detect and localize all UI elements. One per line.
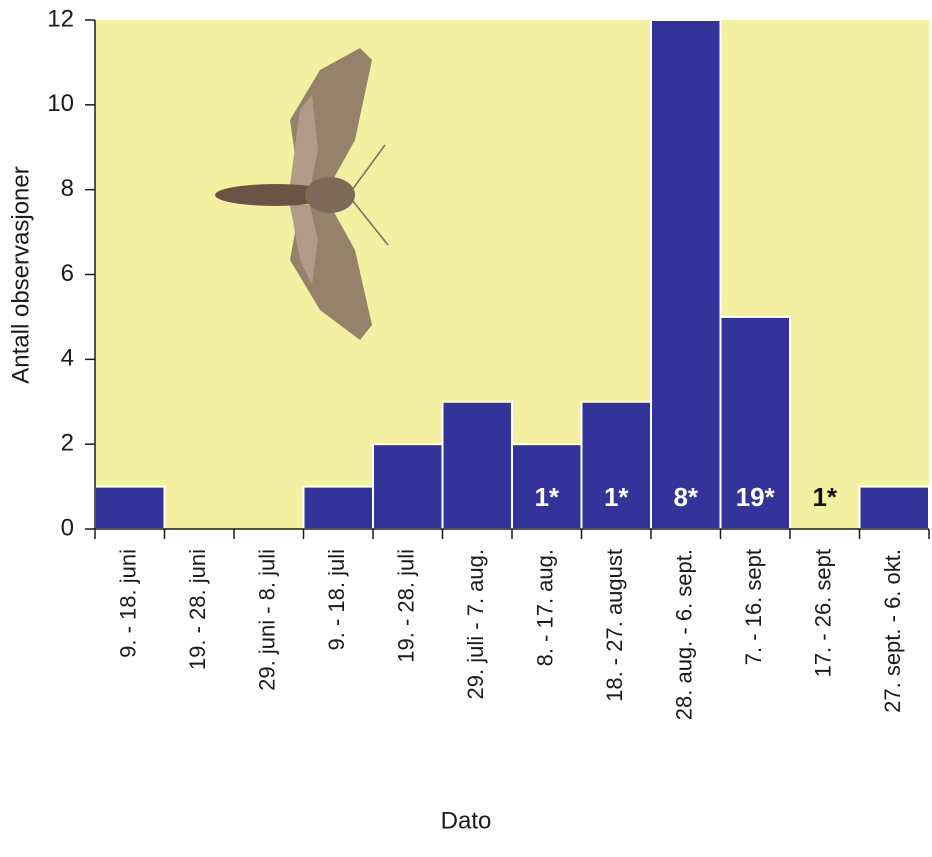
x-tick-label: 9. - 18. juni [116, 549, 141, 658]
bar [94, 485, 166, 531]
x-tick-label: 9. - 18. juli [324, 549, 349, 651]
x-axis-title: Dato [441, 807, 492, 834]
bar [372, 443, 444, 530]
bar [650, 19, 722, 530]
x-tick-label: 19. - 28. juli [394, 549, 419, 663]
y-tick-label: 0 [61, 514, 74, 541]
moth-illustration [215, 48, 389, 340]
y-tick-label: 2 [61, 430, 74, 457]
bar [719, 315, 791, 530]
x-tick-label: 7. - 16. sept [741, 549, 766, 665]
x-tick-label: 29. juli - 7. aug. [463, 549, 488, 699]
bar-annotation: 1* [812, 482, 837, 512]
bar-annotation: 1* [534, 482, 559, 512]
bar-annotation: 1* [604, 482, 629, 512]
x-tick-label: 8. - 17. aug. [533, 549, 558, 666]
x-tick-label: 19. - 28. juni [185, 549, 210, 670]
y-tick-label: 4 [61, 345, 74, 372]
x-tick-label: 27. sept. - 6. okt. [880, 549, 905, 713]
x-tick-label: 18. - 27. august [602, 549, 627, 702]
y-axis-title: Antall observasjoner [7, 166, 34, 383]
bar [302, 485, 374, 531]
y-tick-label: 10 [47, 90, 74, 117]
x-tick-label: 17. - 26. sept [811, 549, 836, 677]
bar [441, 400, 513, 530]
x-tick-label: 28. aug. - 6. sept. [672, 549, 697, 720]
y-tick-label: 12 [47, 5, 74, 32]
bar-annotation: 19* [736, 482, 776, 512]
bar [858, 485, 930, 531]
y-tick-label: 8 [61, 175, 74, 202]
y-tick-label: 6 [61, 260, 74, 287]
x-tick-label: 29. juni - 8. juli [255, 549, 280, 691]
bar-annotation: 8* [673, 482, 698, 512]
